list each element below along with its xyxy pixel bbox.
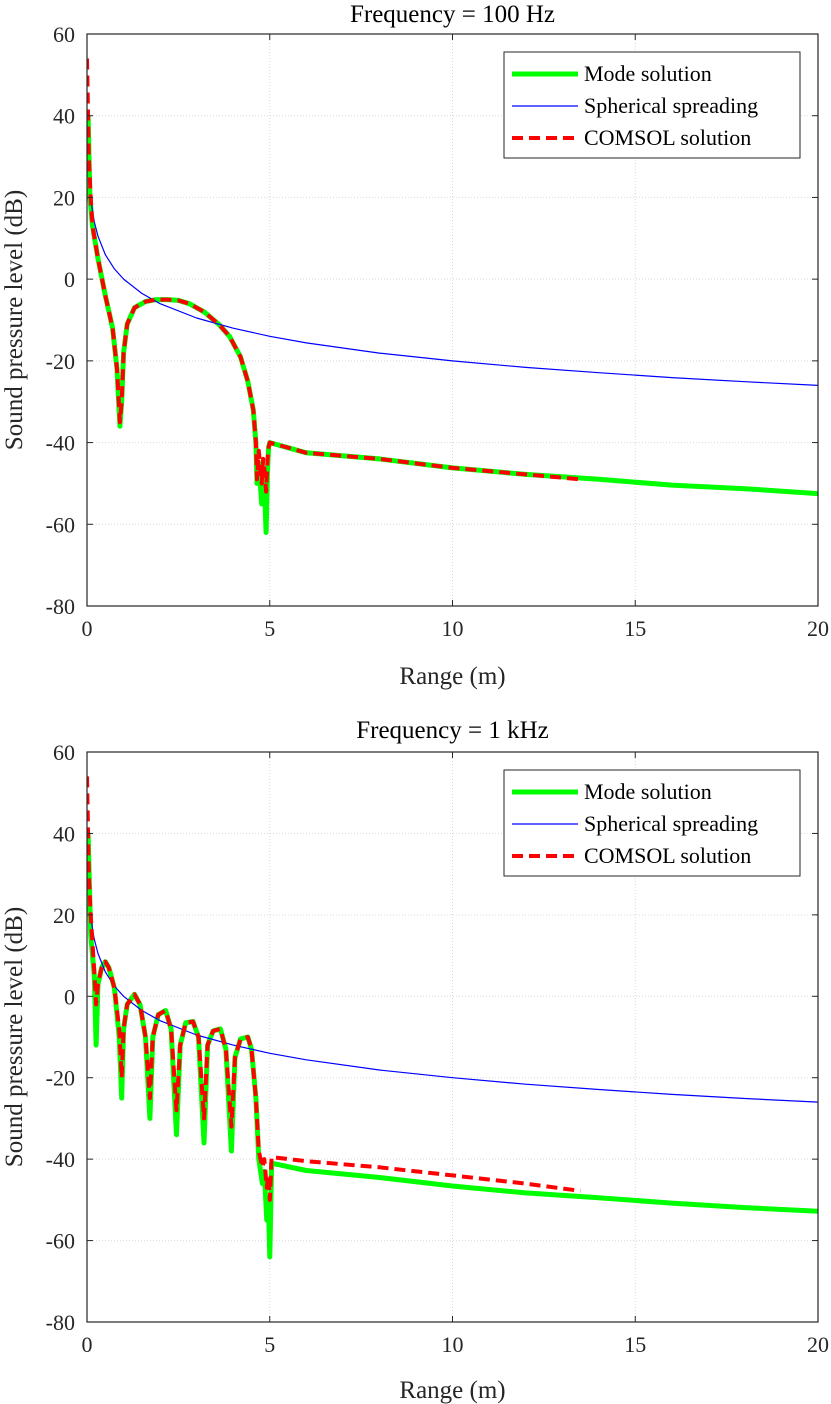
- series-comsol-solution: [87, 776, 581, 1202]
- x-tick-label: 15: [624, 616, 646, 641]
- y-tick-label: -20: [46, 1066, 75, 1091]
- legend: Mode solution Spherical spreading COMSOL s…: [503, 51, 801, 159]
- legend-box: [503, 769, 801, 877]
- y-tick-label: 0: [64, 984, 75, 1009]
- legend-label: Spherical spreading: [584, 811, 758, 836]
- y-tick-label: 60: [53, 740, 75, 765]
- x-tick-label: 10: [442, 1332, 464, 1357]
- y-tick-label: -60: [46, 512, 75, 537]
- legend-box: [503, 51, 801, 159]
- y-tick-label: 60: [53, 22, 75, 47]
- series-mode-solution: [87, 115, 818, 535]
- x-tick-label: 0: [82, 1332, 93, 1357]
- x-tick-label: 0: [82, 616, 93, 641]
- series-mode-solution: [87, 833, 818, 1260]
- y-tick-label: 40: [53, 104, 75, 129]
- chart-panel-100hz: 0 5 10 15 20 60 40 20 0 -20 -40 -60 -80 Frequency = …: [1, 1, 829, 690]
- series-spherical-spreading: [90, 197, 818, 386]
- y-tick-label: 20: [53, 903, 75, 928]
- y-tick-label: -80: [46, 594, 75, 619]
- y-tick-label: -60: [46, 1229, 75, 1254]
- legend-label: Spherical spreading: [584, 93, 758, 118]
- x-tick-label: 5: [264, 616, 275, 641]
- y-axis-label: Sound pressure level (dB): [1, 907, 28, 1167]
- x-tick-label: 10: [442, 616, 464, 641]
- legend-label: Mode solution: [584, 61, 712, 86]
- x-axis-label: Range (m): [399, 1377, 505, 1404]
- x-tick-label: 5: [264, 1332, 275, 1357]
- x-tick-label: 20: [807, 616, 829, 641]
- legend-label: Mode solution: [584, 779, 712, 804]
- legend-label: COMSOL solution: [584, 843, 751, 868]
- legend: Mode solution Spherical spreading COMSOL s…: [503, 769, 801, 877]
- y-tick-label: 40: [53, 821, 75, 846]
- y-tick-label: -40: [46, 1147, 75, 1172]
- y-tick-label: -40: [46, 431, 75, 456]
- x-axis-label: Range (m): [399, 663, 505, 690]
- y-tick-label: 20: [53, 185, 75, 210]
- y-tick-label: -80: [46, 1310, 75, 1335]
- series-spherical-spreading: [90, 914, 818, 1103]
- legend-label: COMSOL solution: [584, 125, 751, 150]
- x-tick-label: 15: [624, 1332, 646, 1357]
- x-tick-label: 20: [807, 1332, 829, 1357]
- chart-panel-1khz: 0 5 10 15 20 60 40 20 0 -20 -40 -60 -80 Frequency = …: [1, 717, 829, 1404]
- chart-title: Frequency = 100 Hz: [350, 1, 555, 28]
- chart-title: Frequency = 1 kHz: [356, 717, 549, 744]
- y-tick-label: 0: [64, 267, 75, 292]
- series-comsol-solution: [87, 58, 581, 494]
- y-tick-label: -20: [46, 349, 75, 374]
- y-axis-label: Sound pressure level (dB): [1, 190, 28, 450]
